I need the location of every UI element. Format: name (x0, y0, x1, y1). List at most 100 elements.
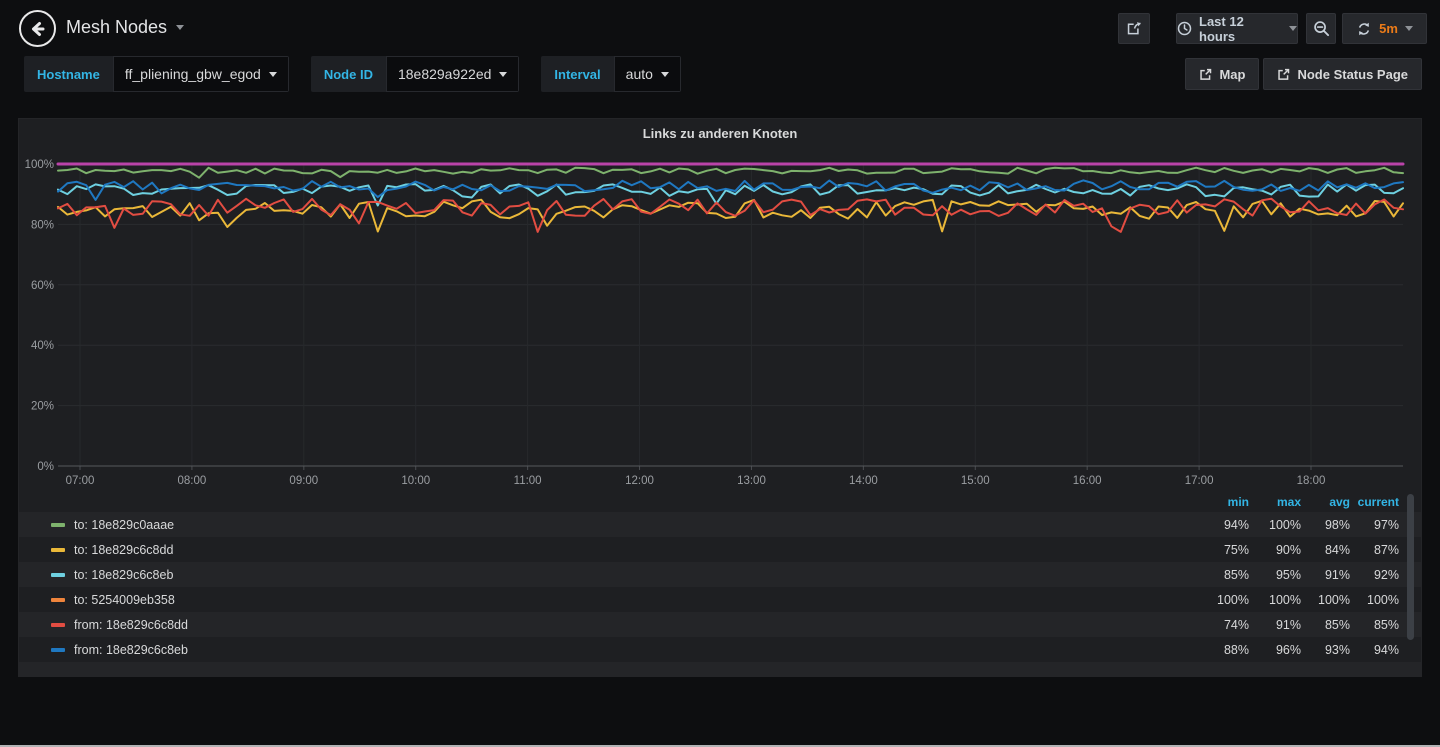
dashboard-title[interactable]: Mesh Nodes (66, 17, 184, 38)
legend-series-swatch[interactable] (51, 548, 65, 552)
node-status-page-link-button[interactable]: Node Status Page (1263, 58, 1422, 90)
legend-stat-current: 94% (1350, 643, 1399, 657)
legend-stat-avg: 91% (1301, 568, 1350, 582)
chevron-down-icon (269, 72, 277, 77)
svg-text:20%: 20% (31, 401, 54, 413)
legend-row[interactable]: to: 18e829c6c8eb 85%95%91%92% (19, 562, 1421, 587)
legend-stat-min: 75% (1197, 543, 1249, 557)
svg-text:16:00: 16:00 (1073, 475, 1102, 487)
svg-text:07:00: 07:00 (66, 475, 95, 487)
graph-panel: Links zu anderen Knoten 0%20%40%60%80%10… (18, 118, 1422, 677)
legend-series-label[interactable]: from: 18e829c6c8dd (74, 618, 188, 632)
external-link-icon (1277, 68, 1290, 81)
chevron-down-icon (1405, 26, 1413, 31)
time-range-picker[interactable]: Last 12 hours (1176, 13, 1298, 44)
back-arrow-icon (28, 19, 48, 39)
legend-stat-avg: 93% (1301, 643, 1350, 657)
legend-row[interactable]: to: 5254009eb358100%100%100%100% (19, 587, 1421, 612)
svg-text:14:00: 14:00 (849, 475, 878, 487)
hostname-variable-label: Hostname (24, 56, 113, 92)
svg-text:09:00: 09:00 (289, 475, 318, 487)
dashboard-title-text: Mesh Nodes (66, 17, 167, 38)
svg-text:11:00: 11:00 (514, 475, 542, 487)
legend-stat-max: 95% (1249, 568, 1301, 582)
back-button[interactable] (19, 10, 56, 47)
map-link-label: Map (1219, 67, 1245, 82)
legend-stat-avg: 98% (1301, 518, 1350, 532)
legend-series-label[interactable]: to: 18e829c0aaae (74, 518, 174, 532)
legend-column-min[interactable]: min (1197, 495, 1249, 509)
legend-series-swatch[interactable] (51, 573, 65, 577)
hostname-variable-value: ff_pliening_gbw_egod (125, 66, 261, 82)
svg-text:80%: 80% (31, 219, 54, 231)
legend-stat-max: 90% (1249, 543, 1301, 557)
share-dashboard-button[interactable] (1118, 13, 1150, 44)
legend-stat-current: 100% (1350, 593, 1399, 607)
legend-stat-max: 100% (1249, 593, 1301, 607)
svg-text:100%: 100% (25, 159, 54, 171)
legend-stat-current: 97% (1350, 518, 1399, 532)
svg-text:60%: 60% (31, 280, 54, 292)
legend-row[interactable]: to: 18e829c0aaae94%100%98%97% (19, 512, 1421, 537)
legend-row[interactable]: from: 18e829c6c8dd74%91%85%85% (19, 612, 1421, 637)
nodeid-variable-label: Node ID (311, 56, 386, 92)
legend-row[interactable]: from: 18e829c6c8eb 88%96%93%94% (19, 637, 1421, 662)
legend-stat-current: 87% (1350, 543, 1399, 557)
legend-series-swatch[interactable] (51, 523, 65, 527)
legend-row-clipped[interactable] (19, 662, 1421, 676)
legend-table: min max avg current to: 18e829c0aaae 94% 1… (19, 491, 1421, 676)
legend-stat-avg: 85% (1301, 618, 1350, 632)
node-status-page-link-label: Node Status Page (1297, 67, 1408, 82)
svg-text:0%: 0% (37, 461, 54, 473)
legend-stat-avg: 100% (1301, 593, 1350, 607)
legend-column-max[interactable]: max (1249, 495, 1301, 509)
svg-text:13:00: 13:00 (737, 475, 766, 487)
legend-series-label[interactable]: to: 18e829c6c8dd (74, 543, 173, 557)
legend-stat-current: 92% (1350, 568, 1399, 582)
legend-stat-min: 74% (1197, 618, 1249, 632)
interval-variable-value: auto (626, 66, 653, 82)
legend-stat-current: 85% (1350, 618, 1399, 632)
refresh-icon (1356, 21, 1372, 37)
nodeid-variable: Node ID 18e829a922ed (311, 56, 520, 92)
timeseries-chart[interactable]: 0%20%40%60%80%100%07:0008:0009:0010:0011… (19, 119, 1423, 491)
zoom-out-button[interactable] (1306, 13, 1336, 44)
interval-variable-label: Interval (541, 56, 613, 92)
zoom-out-icon (1313, 20, 1330, 37)
legend-stat-max: 91% (1249, 618, 1301, 632)
legend-row[interactable]: to: 18e829c6c8dd75%90%84%87% (19, 537, 1421, 562)
legend-column-avg[interactable]: avg (1301, 495, 1350, 509)
legend-series-swatch[interactable] (51, 623, 65, 627)
nodeid-variable-dropdown[interactable]: 18e829a922ed (386, 56, 519, 92)
legend-rows: to: 18e829c0aaae 94% 100% 98%97% to: 18e829c… (19, 512, 1421, 676)
legend-stat-min: 94% (1197, 518, 1249, 532)
legend-series-label[interactable]: to: 5254009eb358 (74, 593, 175, 607)
refresh-interval-label: 5m (1379, 21, 1398, 36)
interval-variable-dropdown[interactable]: auto (614, 56, 681, 92)
legend-stat-min: 88% (1197, 643, 1249, 657)
legend-stat-min: 85% (1197, 568, 1249, 582)
hostname-variable-dropdown[interactable]: ff_pliening_gbw_egod (113, 56, 289, 92)
legend-series-label[interactable]: to: 18e829c6c8eb (74, 568, 173, 582)
svg-text:12:00: 12:00 (625, 475, 654, 487)
time-range-label: Last 12 hours (1199, 14, 1282, 44)
legend-scrollbar[interactable] (1407, 494, 1414, 640)
legend-series-swatch[interactable] (51, 648, 65, 652)
template-variables-row: Hostname ff_pliening_gbw_egod Node ID 18… (24, 56, 681, 92)
svg-text:17:00: 17:00 (1185, 475, 1214, 487)
legend-stat-max: 96% (1249, 643, 1301, 657)
legend-series-label[interactable]: from: 18e829c6c8eb (74, 643, 188, 657)
map-link-button[interactable]: Map (1185, 58, 1259, 90)
hostname-variable: Hostname ff_pliening_gbw_egod (24, 56, 289, 92)
top-navigation: Mesh Nodes Last 12 hours 5m (0, 0, 1440, 56)
chevron-down-icon (499, 72, 507, 77)
interval-variable: Interval auto (541, 56, 681, 92)
legend-series-swatch[interactable] (51, 598, 65, 602)
legend-column-current[interactable]: current (1350, 495, 1399, 509)
legend-header-row: min max avg current (19, 491, 1421, 512)
refresh-picker[interactable]: 5m (1342, 13, 1427, 44)
legend-stat-min: 100% (1197, 593, 1249, 607)
svg-text:08:00: 08:00 (178, 475, 207, 487)
dashboard-links-row: Map Node Status Page (1185, 58, 1422, 90)
share-icon (1126, 20, 1143, 37)
